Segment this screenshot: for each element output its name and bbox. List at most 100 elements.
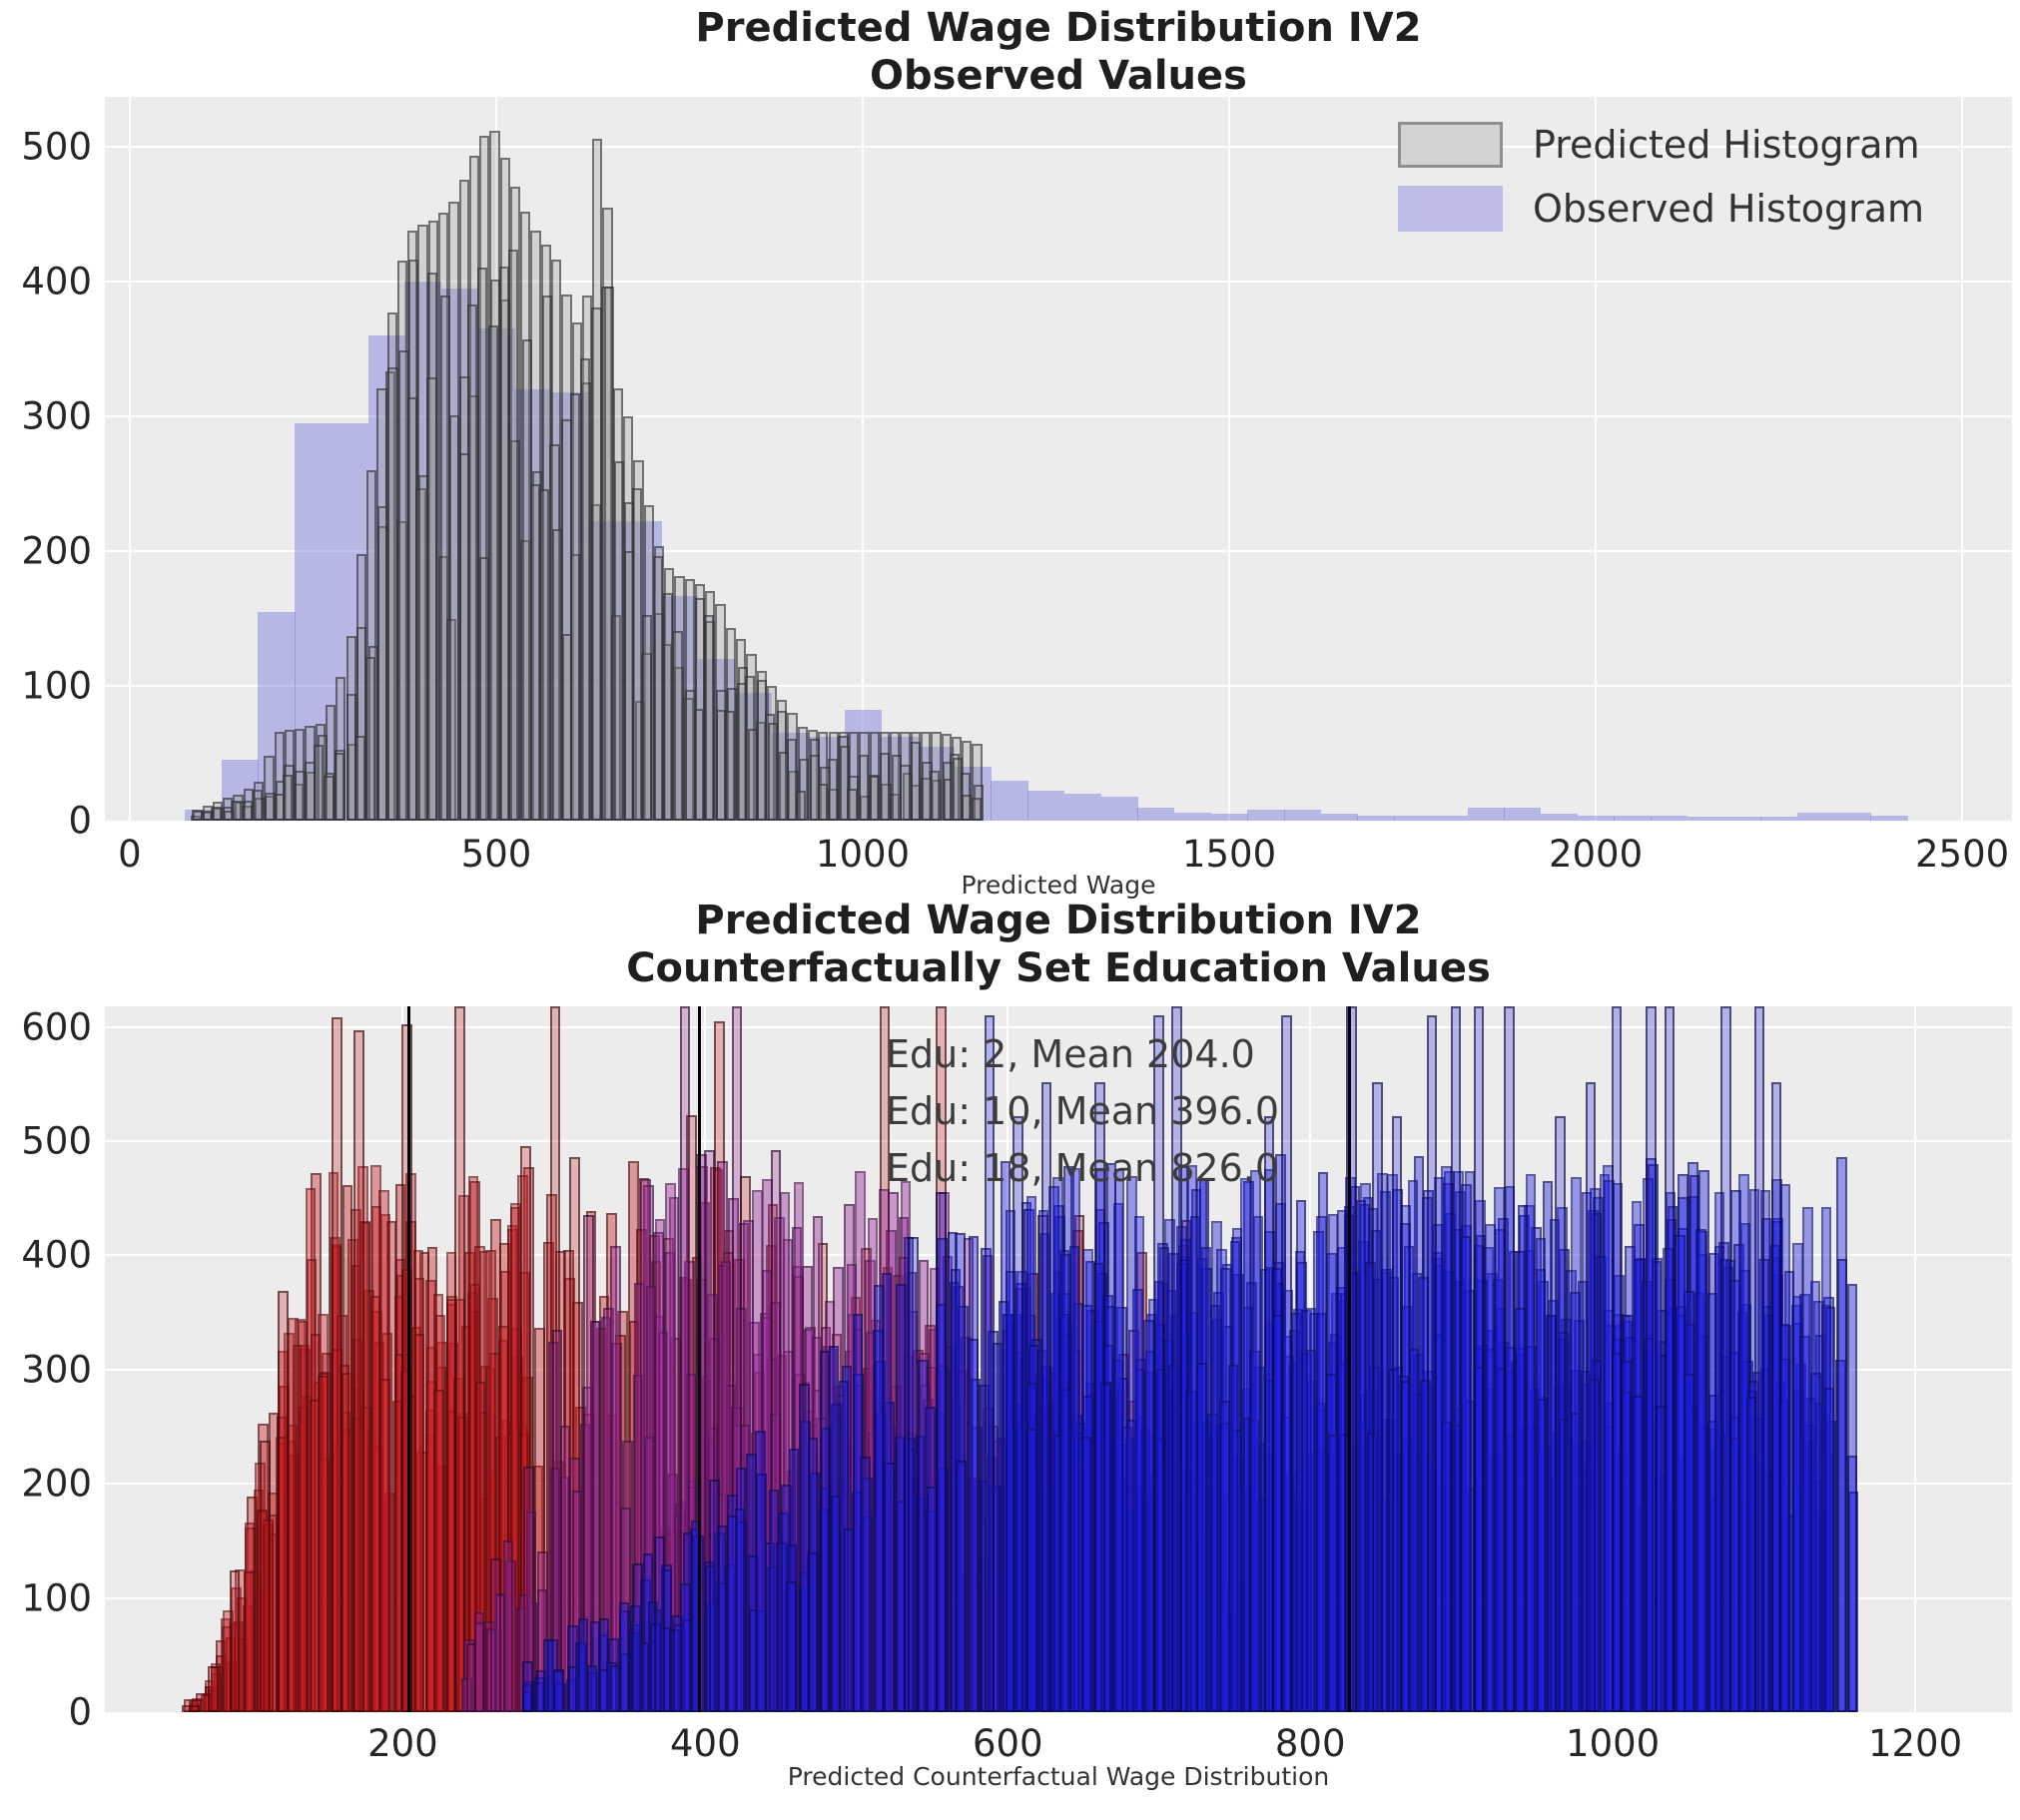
histogram-bar — [365, 656, 376, 821]
histogram-bar — [972, 797, 983, 821]
histogram-bar — [1426, 1014, 1438, 1712]
histogram-bar — [591, 306, 602, 821]
histogram-bar — [267, 1532, 278, 1712]
observed-histogram-step — [1100, 796, 1138, 821]
histogram-bar — [347, 1239, 358, 1712]
legend-row-observed: Observed Histogram — [1398, 177, 1924, 241]
histogram-bar — [580, 358, 591, 821]
observed-histogram-step — [1541, 814, 1579, 821]
predicted-histogram-swatch — [1398, 122, 1503, 168]
histogram-bar — [817, 783, 828, 821]
gridline-horizontal — [105, 1596, 2012, 1599]
y-tick-label: 600 — [21, 1005, 92, 1049]
histogram-bar — [1372, 1082, 1383, 1712]
gridline-vertical — [1228, 97, 1231, 821]
histogram-bar — [189, 1705, 200, 1712]
histogram-bar — [260, 1440, 271, 1712]
y-tick-label: 400 — [21, 1233, 92, 1277]
histogram-bar — [654, 1536, 665, 1712]
histogram-bar — [305, 1187, 317, 1712]
histogram-bar — [413, 1277, 425, 1712]
histogram-bar — [786, 739, 798, 821]
histogram-bar — [426, 377, 437, 821]
gridline-horizontal — [105, 684, 2012, 687]
mean-line — [1348, 1006, 1352, 1712]
x-tick-label: 2000 — [1548, 833, 1644, 876]
histogram-bar — [956, 1461, 967, 1712]
bottom-plot-area: Edu: 2, Mean 204.0 Edu: 10, Mean 396.0 E… — [105, 1006, 2012, 1712]
y-tick-label: 100 — [21, 1576, 92, 1620]
histogram-bar — [749, 1608, 760, 1712]
gridline-vertical — [1961, 97, 1964, 821]
histogram-bar — [1295, 1200, 1307, 1712]
histogram-bar — [795, 791, 807, 821]
x-tick-label: 500 — [460, 833, 532, 876]
histogram-bar — [425, 1380, 437, 1712]
top-x-axis-label: Predicted Wage — [961, 871, 1156, 900]
histogram-bar — [1450, 1006, 1462, 1712]
histogram-bar — [632, 1563, 643, 1712]
x-tick-label: 400 — [670, 1722, 741, 1765]
histogram-bar — [936, 1192, 947, 1712]
histogram-bar — [379, 1214, 391, 1712]
histogram-bar — [245, 1527, 256, 1712]
histogram-bar — [569, 393, 580, 821]
x-tick-label: 1500 — [1181, 833, 1277, 876]
histogram-bar — [1504, 1006, 1516, 1712]
histogram-bar — [1720, 1006, 1731, 1712]
histogram-bar — [298, 1406, 310, 1712]
histogram-bar — [446, 1296, 457, 1712]
observed-histogram-step — [1210, 814, 1248, 821]
gridline-vertical — [862, 97, 864, 821]
observed-histogram-step — [1577, 815, 1615, 821]
histogram-bar — [1316, 1216, 1327, 1712]
histogram-bar — [299, 1344, 311, 1712]
histogram-bar — [453, 1006, 465, 1712]
histogram-bar — [297, 1321, 309, 1712]
histogram-bar — [369, 1295, 381, 1712]
histogram-bar — [401, 1024, 412, 1712]
bottom-x-axis-label: Predicted Counterfactual Wage Distributi… — [787, 1762, 1330, 1791]
histogram-bar — [1281, 1014, 1292, 1712]
histogram-bar — [1561, 1318, 1572, 1712]
gridline-horizontal — [105, 414, 2012, 417]
histogram-bar — [1074, 1422, 1085, 1712]
histogram-bar — [231, 801, 242, 821]
observed-histogram-step — [1651, 815, 1688, 821]
histogram-bar — [1753, 1006, 1765, 1712]
histogram-bar — [1809, 1373, 1821, 1712]
y-tick-label: 300 — [21, 394, 92, 438]
top-chart-title-line1: Predicted Wage Distribution IV2 — [695, 5, 1422, 51]
histogram-bar — [1103, 1306, 1115, 1712]
histogram-bar — [288, 1318, 299, 1712]
histogram-bar — [235, 1569, 246, 1712]
histogram-bar — [884, 1462, 896, 1712]
histogram-bar — [282, 775, 293, 821]
histogram-bar — [433, 1390, 444, 1712]
gridline-horizontal — [105, 1025, 2012, 1028]
histogram-bar — [310, 1400, 321, 1712]
observed-histogram-step — [1320, 814, 1358, 821]
y-tick-label: 400 — [21, 260, 92, 303]
histogram-bar — [1585, 1082, 1597, 1712]
histogram-bar — [432, 1293, 444, 1712]
histogram-bar — [467, 303, 478, 821]
histogram-bar — [577, 1617, 589, 1712]
histogram-bar — [1243, 1180, 1254, 1712]
observed-histogram-step — [1796, 812, 1835, 821]
top-chart-title-line2: Observed Values — [870, 53, 1247, 99]
histogram-bar — [341, 1373, 352, 1712]
histogram-bar — [202, 1692, 214, 1712]
annotation-edu-10: Edu: 10, Mean 396.0 — [886, 1089, 1280, 1133]
histogram-bar — [819, 1350, 831, 1712]
histogram-bar — [295, 770, 306, 821]
observed-histogram-step — [991, 780, 1028, 821]
histogram-bar — [828, 759, 839, 821]
histogram-bar — [961, 795, 973, 821]
histogram-bar — [1210, 1425, 1222, 1712]
histogram-bar — [631, 488, 643, 821]
histogram-bar — [1473, 1006, 1485, 1712]
histogram-bar — [359, 1221, 370, 1712]
x-tick-label: 1200 — [1867, 1722, 1963, 1765]
histogram-bar — [586, 1665, 598, 1712]
